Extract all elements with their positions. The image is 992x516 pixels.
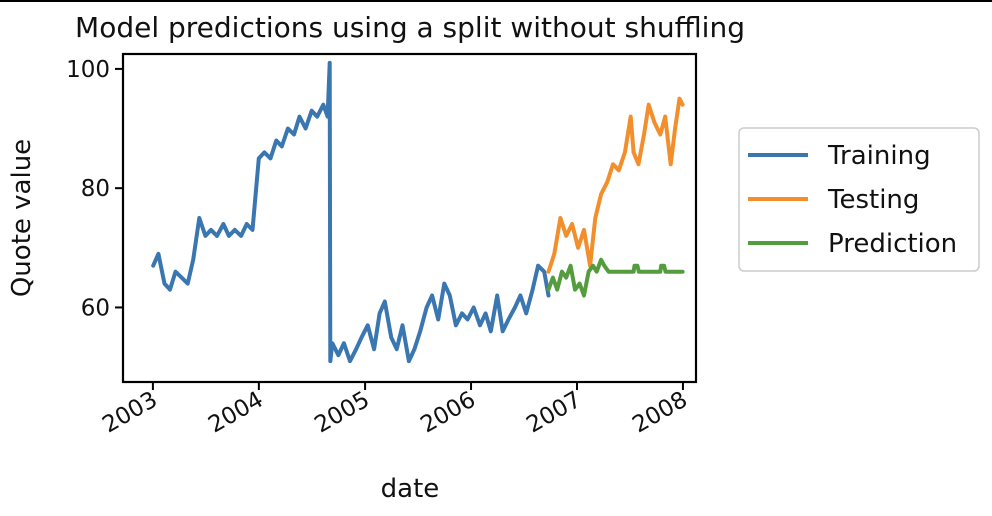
legend-label-prediction: Prediction — [828, 229, 957, 259]
x-axis-label: date — [381, 474, 440, 504]
legend-frame — [738, 127, 980, 272]
y-tick-label: 100 — [66, 57, 110, 83]
x-tick-label: 2003 — [98, 387, 162, 439]
axes-frame — [121, 52, 698, 384]
legend-label-testing: Testing — [827, 185, 919, 215]
series-line-training — [151, 60, 551, 364]
x-tick-label: 2008 — [628, 387, 692, 439]
legend[interactable]: Training Testing Prediction — [738, 127, 980, 272]
x-tick-label: 2007 — [522, 387, 586, 439]
top-border — [0, 0, 992, 2]
x-axis: 2003 2004 2005 2006 2007 2008 — [98, 382, 692, 438]
y-tick-label: 80 — [81, 176, 110, 202]
y-axis: 60 80 100 — [66, 57, 123, 321]
x-tick-label: 2004 — [204, 387, 268, 439]
series-line-prediction — [546, 257, 685, 298]
x-tick-label: 2006 — [416, 387, 480, 439]
series-line-testing — [546, 96, 685, 274]
y-axis-label: Quote value — [7, 139, 37, 297]
legend-label-training: Training — [827, 141, 931, 171]
x-tick-label: 2005 — [310, 387, 374, 439]
plot-lines — [151, 60, 685, 364]
y-tick-label: 60 — [81, 295, 110, 321]
chart-title: Model predictions using a split without … — [75, 11, 745, 44]
